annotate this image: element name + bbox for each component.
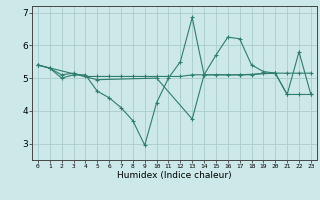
X-axis label: Humidex (Indice chaleur): Humidex (Indice chaleur)	[117, 171, 232, 180]
